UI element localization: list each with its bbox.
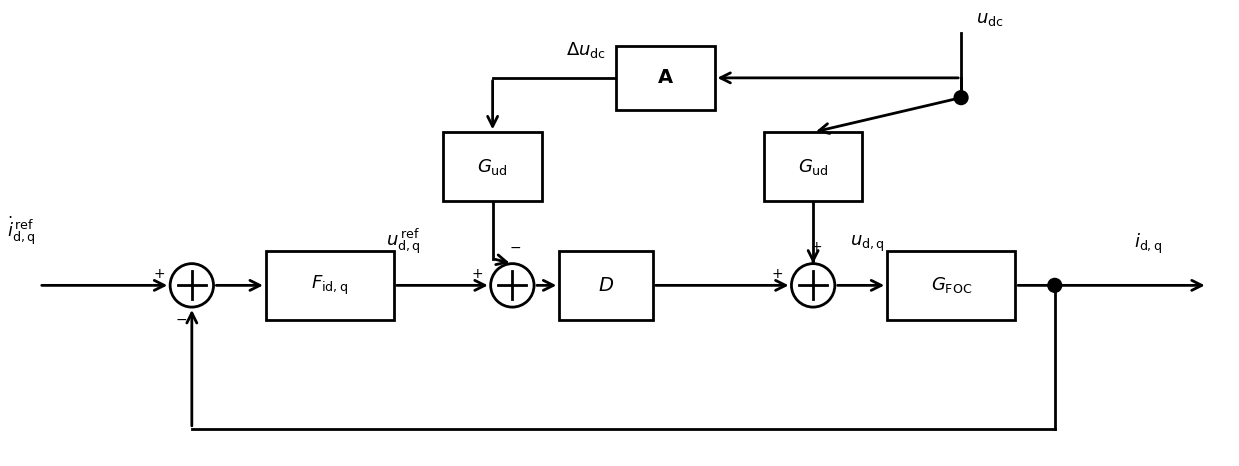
- Circle shape: [1048, 279, 1062, 292]
- Text: $D$: $D$: [598, 276, 615, 295]
- Text: $G_{\mathrm{ud}}$: $G_{\mathrm{ud}}$: [477, 157, 508, 177]
- Bar: [444, 132, 541, 201]
- Text: $u_{\mathrm{dc}}$: $u_{\mathrm{dc}}$: [976, 10, 1004, 28]
- Bar: [887, 251, 1015, 320]
- Circle shape: [954, 91, 968, 104]
- Text: $-$: $-$: [175, 312, 187, 326]
- Text: $F_{\mathrm{id,q}}$: $F_{\mathrm{id,q}}$: [311, 274, 348, 297]
- Bar: [559, 251, 653, 320]
- Text: $u_{\mathrm{d,q}}$: $u_{\mathrm{d,q}}$: [850, 234, 885, 254]
- Text: $G_{\mathrm{FOC}}$: $G_{\mathrm{FOC}}$: [930, 275, 971, 295]
- Text: $\mathbf{A}$: $\mathbf{A}$: [657, 69, 674, 87]
- Text: $-$: $-$: [509, 240, 522, 254]
- Bar: [763, 132, 862, 201]
- Text: $+$: $+$: [772, 267, 783, 281]
- Text: $i_{\mathrm{d,q}}$: $i_{\mathrm{d,q}}$: [1134, 232, 1162, 256]
- Text: $\Delta u_{\mathrm{dc}}$: $\Delta u_{\mathrm{dc}}$: [566, 40, 606, 60]
- Circle shape: [170, 264, 213, 307]
- Text: $\dot{i}^{\,\mathrm{ref}}_{\mathrm{d,q}}$: $\dot{i}^{\,\mathrm{ref}}_{\mathrm{d,q}}…: [7, 215, 36, 247]
- Text: $+$: $+$: [810, 240, 823, 254]
- Text: $+$: $+$: [471, 267, 483, 281]
- Circle shape: [792, 264, 835, 307]
- Bar: [266, 251, 394, 320]
- Bar: [616, 46, 715, 110]
- Text: $+$: $+$: [154, 267, 165, 281]
- Text: $G_{\mathrm{ud}}$: $G_{\mathrm{ud}}$: [798, 157, 829, 177]
- Circle shape: [491, 264, 534, 307]
- Text: $u^{\,\mathrm{ref}}_{\mathrm{d,q}}$: $u^{\,\mathrm{ref}}_{\mathrm{d,q}}$: [387, 226, 421, 256]
